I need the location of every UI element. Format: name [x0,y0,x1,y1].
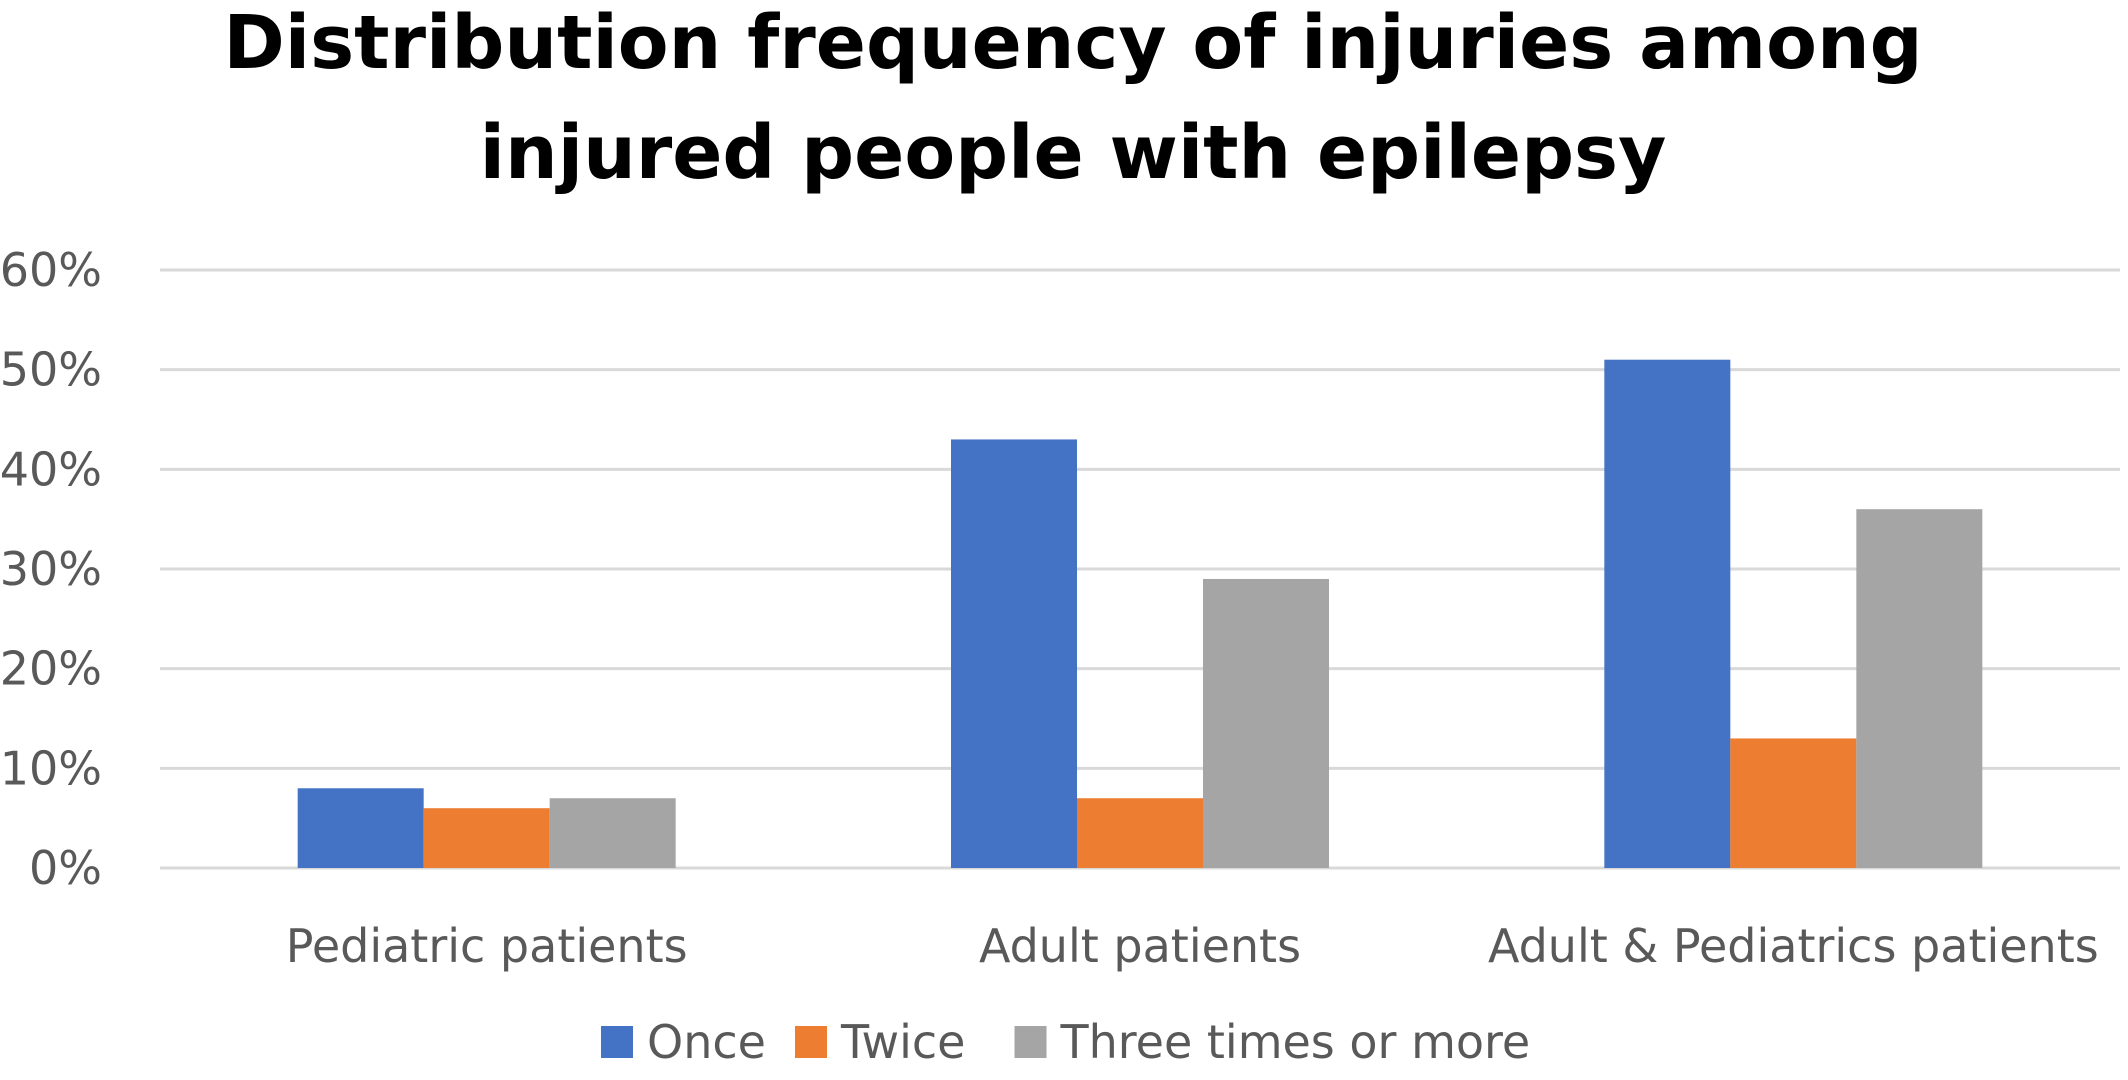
legend-swatch [795,1026,827,1058]
y-tick-label: 10% [0,741,102,795]
bars [297,359,1983,868]
bar-three-times-or-more-1 [549,798,676,868]
gridlines [160,268,2120,870]
legend-swatch [601,1026,633,1058]
x-axis-category-labels: Pediatric patients Adult patients Adult & … [286,919,2099,973]
legend-label: Three times or more [1060,1015,1531,1069]
bar-three-times-or-more-3 [1856,509,1983,868]
x-category-label: Adult patients [979,919,1301,973]
chart-title-line-2: injured people with epilepsy [480,110,1667,196]
bar-once-3 [1604,359,1731,868]
y-axis-tick-labels: 0% 10% 20% 30% 40% 50% 60% [0,243,102,895]
legend-label: Twice [840,1015,965,1069]
legend-swatch [1014,1026,1047,1058]
x-category-label: Adult & Pediatrics patients [1488,919,2099,973]
y-tick-label: 20% [0,642,102,696]
y-tick-label: 30% [0,542,102,596]
y-tick-label: 60% [0,243,102,297]
legend: Once Twice Three times or more [601,1015,1530,1069]
legend-label: Once [647,1015,766,1069]
bar-twice-1 [423,808,550,868]
chart-title-line-1: Distribution frequency of injuries among [223,0,1922,86]
y-tick-label: 0% [29,841,102,895]
x-category-label: Pediatric patients [286,919,688,973]
bar-twice-3 [1730,738,1857,868]
bar-three-times-or-more-2 [1203,578,1329,868]
bar-once-1 [297,788,424,868]
bar-twice-2 [1077,798,1203,868]
bar-once-2 [951,439,1077,868]
y-tick-label: 50% [0,343,102,397]
y-tick-label: 40% [0,442,102,496]
